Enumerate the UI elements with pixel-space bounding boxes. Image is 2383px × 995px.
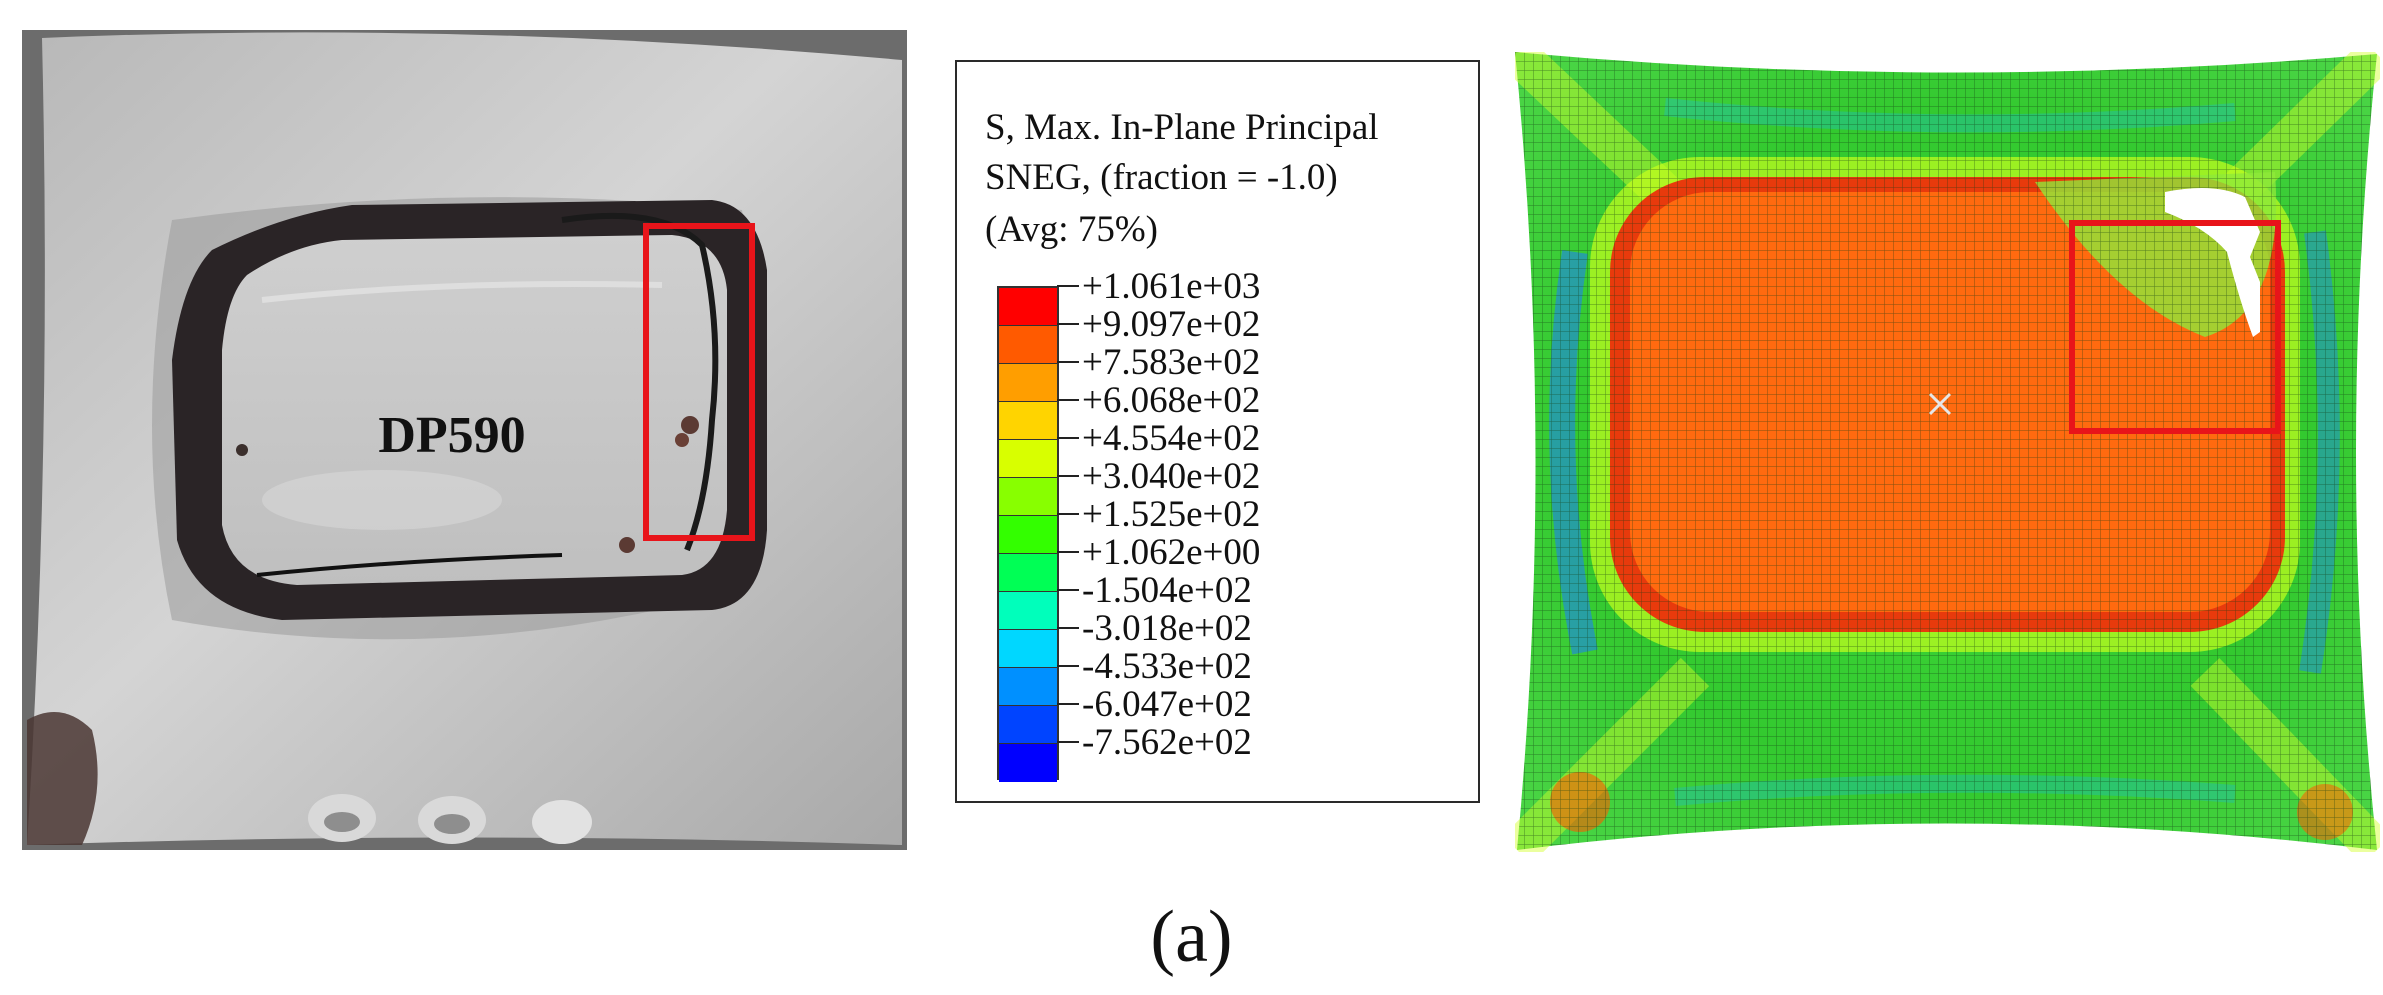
color-swatch (999, 440, 1057, 478)
specimen-photo: DP590 (22, 30, 907, 850)
highlight-rectangle (643, 223, 755, 541)
color-scale-bar (997, 286, 1059, 782)
color-swatch (999, 744, 1057, 782)
legend-tick (1057, 399, 1079, 401)
legend-tick (1057, 741, 1079, 743)
legend-tick-label: -1.504e+02 (1082, 570, 1252, 611)
legend-title-line-3: (Avg: 75%) (985, 209, 1158, 250)
color-swatch (999, 516, 1057, 554)
legend-tick-label: +1.525e+02 (1082, 494, 1261, 535)
color-swatch (999, 668, 1057, 706)
color-swatch (999, 706, 1057, 744)
legend-tick-label: -4.533e+02 (1082, 646, 1252, 687)
legend-tick-label: +7.583e+02 (1082, 342, 1261, 383)
legend-tick (1057, 513, 1079, 515)
legend-tick-label: -3.018e+02 (1082, 608, 1252, 649)
color-swatch (999, 478, 1057, 516)
legend-tick (1057, 589, 1079, 591)
legend-tick-label: +6.068e+02 (1082, 380, 1261, 421)
legend-tick-label: -7.562e+02 (1082, 722, 1252, 763)
legend-tick (1057, 551, 1079, 553)
fe-stress-contour (1515, 52, 2380, 852)
legend-tick (1057, 703, 1079, 705)
color-swatch (999, 288, 1057, 326)
legend-tick (1057, 361, 1079, 363)
legend-tick-label: -6.047e+02 (1082, 684, 1252, 725)
color-swatch (999, 326, 1057, 364)
legend-title-line-2: SNEG, (fraction = -1.0) (985, 157, 1338, 198)
color-swatch (999, 630, 1057, 668)
legend-tick-label: +3.040e+02 (1082, 456, 1261, 497)
legend-tick-label: +4.554e+02 (1082, 418, 1261, 459)
highlight-rectangle (2069, 220, 2281, 434)
color-swatch (999, 554, 1057, 592)
color-swatch (999, 364, 1057, 402)
legend-title-line-1: S, Max. In-Plane Principal (985, 107, 1379, 148)
legend-tick (1057, 665, 1079, 667)
legend-tick-label: +9.097e+02 (1082, 304, 1261, 345)
legend-tick (1057, 323, 1079, 325)
contour-legend: S, Max. In-Plane Principal SNEG, (fracti… (955, 60, 1480, 803)
legend-tick (1057, 475, 1079, 477)
legend-tick (1057, 627, 1079, 629)
crack-mark (561, 212, 719, 552)
legend-tick-label: +1.061e+03 (1082, 266, 1261, 307)
legend-tick (1057, 437, 1079, 439)
color-swatch (999, 402, 1057, 440)
legend-tick (1057, 285, 1079, 287)
color-swatch (999, 592, 1057, 630)
legend-tick-label: +1.062e+00 (1082, 532, 1261, 573)
figure-caption: (a) (1150, 896, 1233, 978)
specimen-label: DP590 (378, 407, 525, 464)
